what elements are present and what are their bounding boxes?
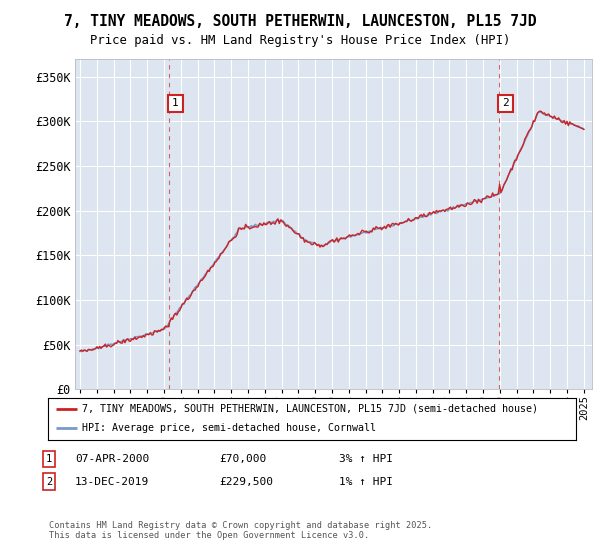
Text: 7, TINY MEADOWS, SOUTH PETHERWIN, LAUNCESTON, PL15 7JD: 7, TINY MEADOWS, SOUTH PETHERWIN, LAUNCE… (64, 14, 536, 29)
Text: Contains HM Land Registry data © Crown copyright and database right 2025.: Contains HM Land Registry data © Crown c… (49, 521, 433, 530)
Text: 1: 1 (46, 454, 52, 464)
Text: £70,000: £70,000 (219, 454, 266, 464)
Text: 2: 2 (46, 477, 52, 487)
Text: 1% ↑ HPI: 1% ↑ HPI (339, 477, 393, 487)
Text: 07-APR-2000: 07-APR-2000 (75, 454, 149, 464)
Text: HPI: Average price, semi-detached house, Cornwall: HPI: Average price, semi-detached house,… (82, 423, 376, 433)
Text: Price paid vs. HM Land Registry's House Price Index (HPI): Price paid vs. HM Land Registry's House … (90, 34, 510, 46)
Text: 2: 2 (502, 99, 509, 109)
Text: 7, TINY MEADOWS, SOUTH PETHERWIN, LAUNCESTON, PL15 7JD (semi-detached house): 7, TINY MEADOWS, SOUTH PETHERWIN, LAUNCE… (82, 404, 538, 414)
Text: This data is licensed under the Open Government Licence v3.0.: This data is licensed under the Open Gov… (49, 531, 370, 540)
Text: 1: 1 (172, 99, 179, 109)
Text: £229,500: £229,500 (219, 477, 273, 487)
Text: 13-DEC-2019: 13-DEC-2019 (75, 477, 149, 487)
Text: 3% ↑ HPI: 3% ↑ HPI (339, 454, 393, 464)
